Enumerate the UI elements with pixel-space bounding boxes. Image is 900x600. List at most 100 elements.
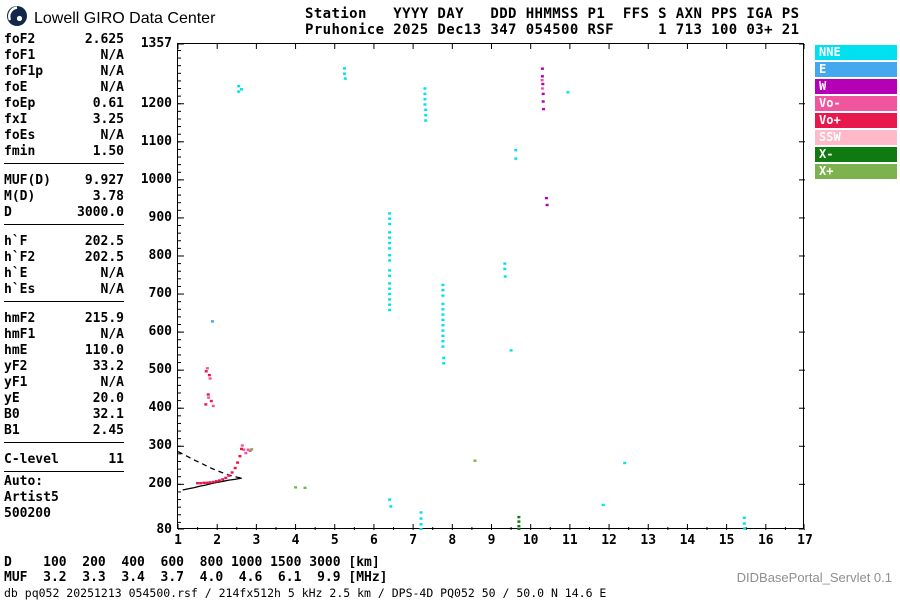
auto-line: 500200 [4, 506, 51, 521]
echo-point-NNE [388, 236, 392, 239]
param-value: 110.0 [84, 343, 124, 358]
echo-point-Vo+ [202, 481, 206, 484]
legend-item-SSW: SSW [815, 130, 897, 145]
echo-point-Vo+ [238, 455, 242, 458]
param-row-foF1: foF1 N/A [4, 48, 124, 64]
x-tick-label: 8 [448, 533, 457, 548]
echo-point-W [540, 75, 544, 78]
y-tick-label: 80 [156, 522, 172, 537]
echo-point-Vo- [540, 87, 544, 90]
legend-item-X+: X+ [815, 164, 897, 179]
echo-point-Vo- [242, 448, 246, 451]
y-tick-label: 1000 [140, 171, 172, 187]
muf-row-distance: D 100 200 400 600 800 1000 1500 3000 [km… [4, 555, 380, 570]
param-value: N/A [100, 48, 124, 63]
param-row-hmF2: hmF2 215.9 [4, 311, 124, 327]
echo-point-NNE [388, 241, 392, 245]
station-header: Station YYYY DAY DDD HHMMSS P1 FFS S AXN… [305, 6, 799, 38]
echo-point-NNE [388, 254, 392, 257]
param-row-yF1: yF1 N/A [4, 375, 124, 391]
echo-point-NNE [388, 217, 392, 220]
y-tick-label: 500 [148, 362, 172, 378]
echo-point-X- [517, 525, 521, 528]
y-tick-label: 600 [148, 324, 172, 340]
param-label: yF2 [4, 359, 28, 374]
param-label: hmF2 [4, 311, 36, 326]
echo-point-NNE [388, 247, 392, 250]
param-value: N/A [100, 128, 124, 143]
echo-point-NNE [343, 67, 346, 70]
param-row-h`E: h`E N/A [4, 266, 124, 282]
param-value: 3.78 [92, 189, 124, 204]
echo-point-Vo- [244, 451, 248, 455]
param-label: h`E [4, 266, 28, 281]
x-tick-label: 14 [679, 533, 696, 548]
echo-point-NNE [441, 340, 445, 343]
echo-point-Vo+ [208, 481, 212, 484]
echo-point-NNE [742, 516, 746, 519]
echo-point-Vo- [248, 449, 252, 452]
echo-point-Vo+ [214, 480, 218, 483]
param-value: N/A [100, 375, 124, 390]
param-label: foEs [4, 128, 36, 143]
echo-point-W [544, 196, 548, 200]
param-row-D: D 3000.0 [4, 205, 124, 221]
echo-point-NNE [623, 461, 627, 465]
echo-point-NNE [742, 522, 746, 525]
x-axis-labels: 1 2 3 4 5 6 7 8 9 10 11 12 13 14 15 16 17 [174, 533, 813, 549]
param-label: D [4, 205, 12, 220]
y-tick-label: 1100 [140, 133, 172, 149]
y-tick-label: 300 [148, 438, 172, 454]
echo-point-W [541, 92, 545, 96]
echo-point-Vo+ [218, 479, 221, 482]
param-label: B1 [4, 423, 20, 438]
x-tick-label: 7 [409, 533, 418, 548]
param-row-yF2: yF2 33.2 [4, 359, 124, 375]
servlet-label: DIDBasePortal_Servlet 0.1 [736, 570, 892, 585]
echo-point-W [542, 107, 546, 111]
echo-point-NNE [441, 294, 445, 297]
echo-point-W [540, 67, 544, 70]
echo-point-Vo+ [209, 399, 213, 403]
echo-point-W [545, 203, 549, 207]
brand: Lowell GIRO Data Center [6, 5, 215, 32]
echo-point-Vo+ [204, 403, 208, 406]
echo-point-Vo- [208, 377, 212, 380]
brand-title: Lowell GIRO Data Center [34, 9, 216, 27]
param-label: foE [4, 80, 28, 95]
echo-point-NNE [441, 289, 445, 292]
param-value: 33.2 [92, 359, 124, 374]
echo-point-NNE [442, 362, 446, 365]
echo-point-Vo- [540, 79, 544, 82]
x-tick-label: 4 [291, 533, 300, 548]
echo-point-NNE [388, 308, 392, 312]
echo-point-NNE [388, 259, 392, 262]
echo-point-NNE [388, 222, 392, 226]
echo-point-X- [517, 515, 521, 519]
echo-point-Vo- [207, 396, 211, 399]
echo-point-NNE [389, 505, 393, 508]
param-value: 2.625 [84, 32, 124, 47]
param-row-foE: foE N/A [4, 80, 124, 96]
param-row-foF2: foF2 2.625 [4, 32, 124, 48]
param-label: foF2 [4, 32, 36, 47]
param-group: C-level 11 [4, 452, 124, 472]
param-label: hmE [4, 343, 28, 358]
param-label: h`Es [4, 282, 36, 297]
echo-point-NNE [388, 282, 392, 285]
auto-line: Auto: [4, 474, 44, 489]
x-tick-label: 9 [487, 533, 496, 548]
echo-point-NNE [388, 292, 392, 296]
x-tick-label: 11 [562, 533, 578, 548]
echo-point-NNE [441, 324, 445, 327]
param-row-B0: B0 32.1 [4, 407, 124, 423]
echo-point-NNE [388, 274, 392, 277]
param-label: B0 [4, 407, 20, 422]
echo-point-X- [517, 520, 521, 523]
param-group: foF2 2.625 foF1 N/A foF1p N/A foE N/A foEp 0.61 fx… [4, 32, 124, 164]
param-label: fxI [4, 112, 28, 127]
echo-point-Vo+ [227, 474, 231, 477]
param-row-fmin: fmin 1.50 [4, 144, 124, 160]
legend-item-W: W [815, 79, 897, 94]
